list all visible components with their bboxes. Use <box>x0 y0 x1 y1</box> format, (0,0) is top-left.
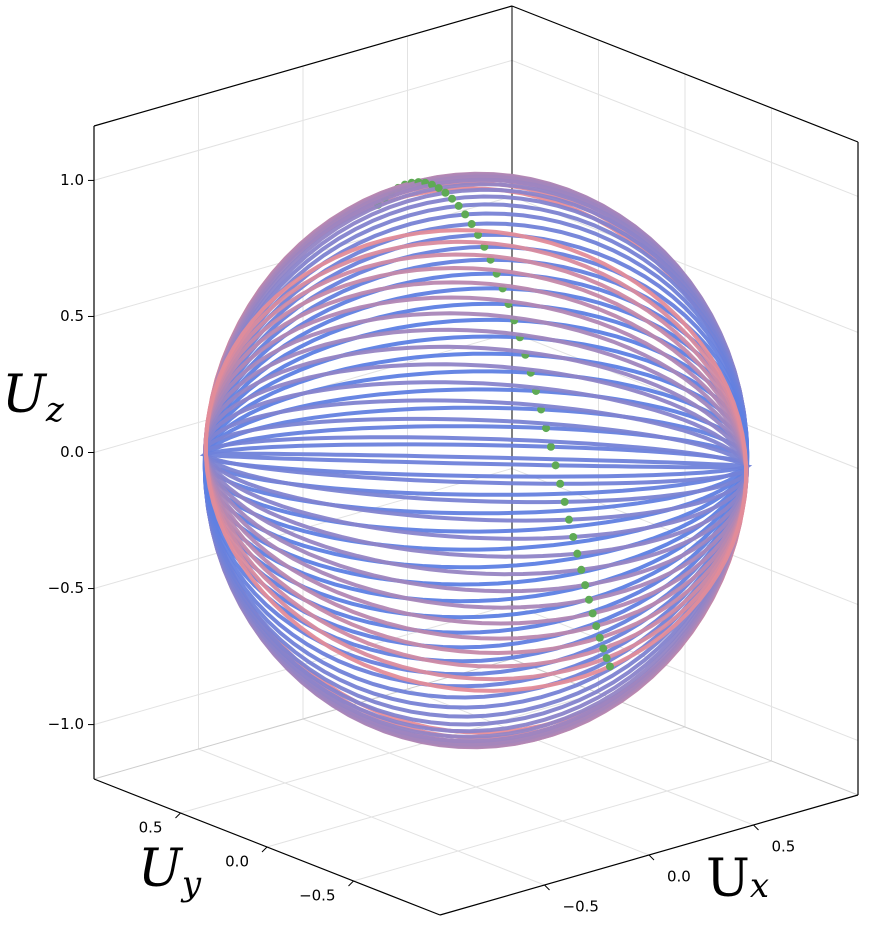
surface-dot <box>434 184 443 193</box>
box-edge <box>93 5 513 127</box>
tick-mark <box>175 812 181 819</box>
surface-dot <box>467 220 476 229</box>
z-tick-label: 0.5 <box>60 307 84 325</box>
surface-dot <box>474 230 483 239</box>
grid-line <box>180 692 599 814</box>
x-tick-label: −0.5 <box>563 898 599 916</box>
surface-dot <box>546 442 555 451</box>
surface-dot <box>454 201 463 210</box>
tick-mark <box>753 824 759 831</box>
z-axis-label-base: U <box>2 365 48 425</box>
y-tick-label: 0.0 <box>225 853 249 871</box>
surface-dot <box>551 461 560 470</box>
labels: Uz Uy Ux −1.0 −0.5 0.0 0.5 1.0 −0.5 0.0 0.5 −0.5… <box>2 171 795 916</box>
surface-dot <box>599 644 608 653</box>
y-axis-label: Uy <box>138 839 202 905</box>
surface-dot <box>542 424 551 433</box>
y-axis-label-sub: y <box>180 864 202 904</box>
tick-mark <box>261 846 268 853</box>
tick-mark <box>544 884 550 891</box>
x-axis-label-sub: x <box>750 866 769 906</box>
y-tick-label: −0.5 <box>299 887 335 905</box>
surface-dot <box>461 210 470 219</box>
surface-ring <box>203 228 749 693</box>
surface-dot <box>602 654 611 663</box>
z-axis-label: Uz <box>2 365 65 431</box>
x-axis-label: Ux <box>706 849 769 909</box>
box-edge <box>511 5 859 143</box>
surface-dot <box>595 633 604 642</box>
surface-dot <box>577 565 586 574</box>
surface-dot <box>573 549 582 558</box>
surface-dot <box>564 515 573 524</box>
z-tick-label: −0.5 <box>48 579 84 597</box>
surface-dot <box>569 532 578 541</box>
surface-dot <box>441 188 450 197</box>
grid-line <box>353 760 772 882</box>
surface-dot <box>448 194 457 203</box>
surface-dot <box>588 609 597 618</box>
tick-mark <box>348 880 354 887</box>
z-tick-label: 1.0 <box>60 171 84 189</box>
surface-dot <box>556 479 565 488</box>
surface-dot <box>605 662 614 671</box>
grid-line <box>266 726 686 848</box>
x-axis-label-base: U <box>706 849 750 909</box>
z-tick-label: −1.0 <box>48 715 84 733</box>
surface-dot <box>560 497 569 506</box>
surface-dot <box>584 595 593 604</box>
x-tick-label: 0.0 <box>667 868 691 886</box>
box-edge <box>93 658 513 780</box>
surface-ring <box>199 451 753 470</box>
surface-dot <box>427 180 436 189</box>
z-tick-label: 0.0 <box>60 443 84 461</box>
y-axis-label-base: U <box>138 839 184 899</box>
y-tick-label: 0.5 <box>139 819 163 837</box>
tick-mark <box>648 854 655 861</box>
surface <box>199 171 753 750</box>
surface-dot <box>581 581 590 590</box>
x-tick-label: 0.5 <box>772 838 796 856</box>
z-axis-label-sub: z <box>45 390 65 430</box>
surface-dot <box>592 622 601 631</box>
